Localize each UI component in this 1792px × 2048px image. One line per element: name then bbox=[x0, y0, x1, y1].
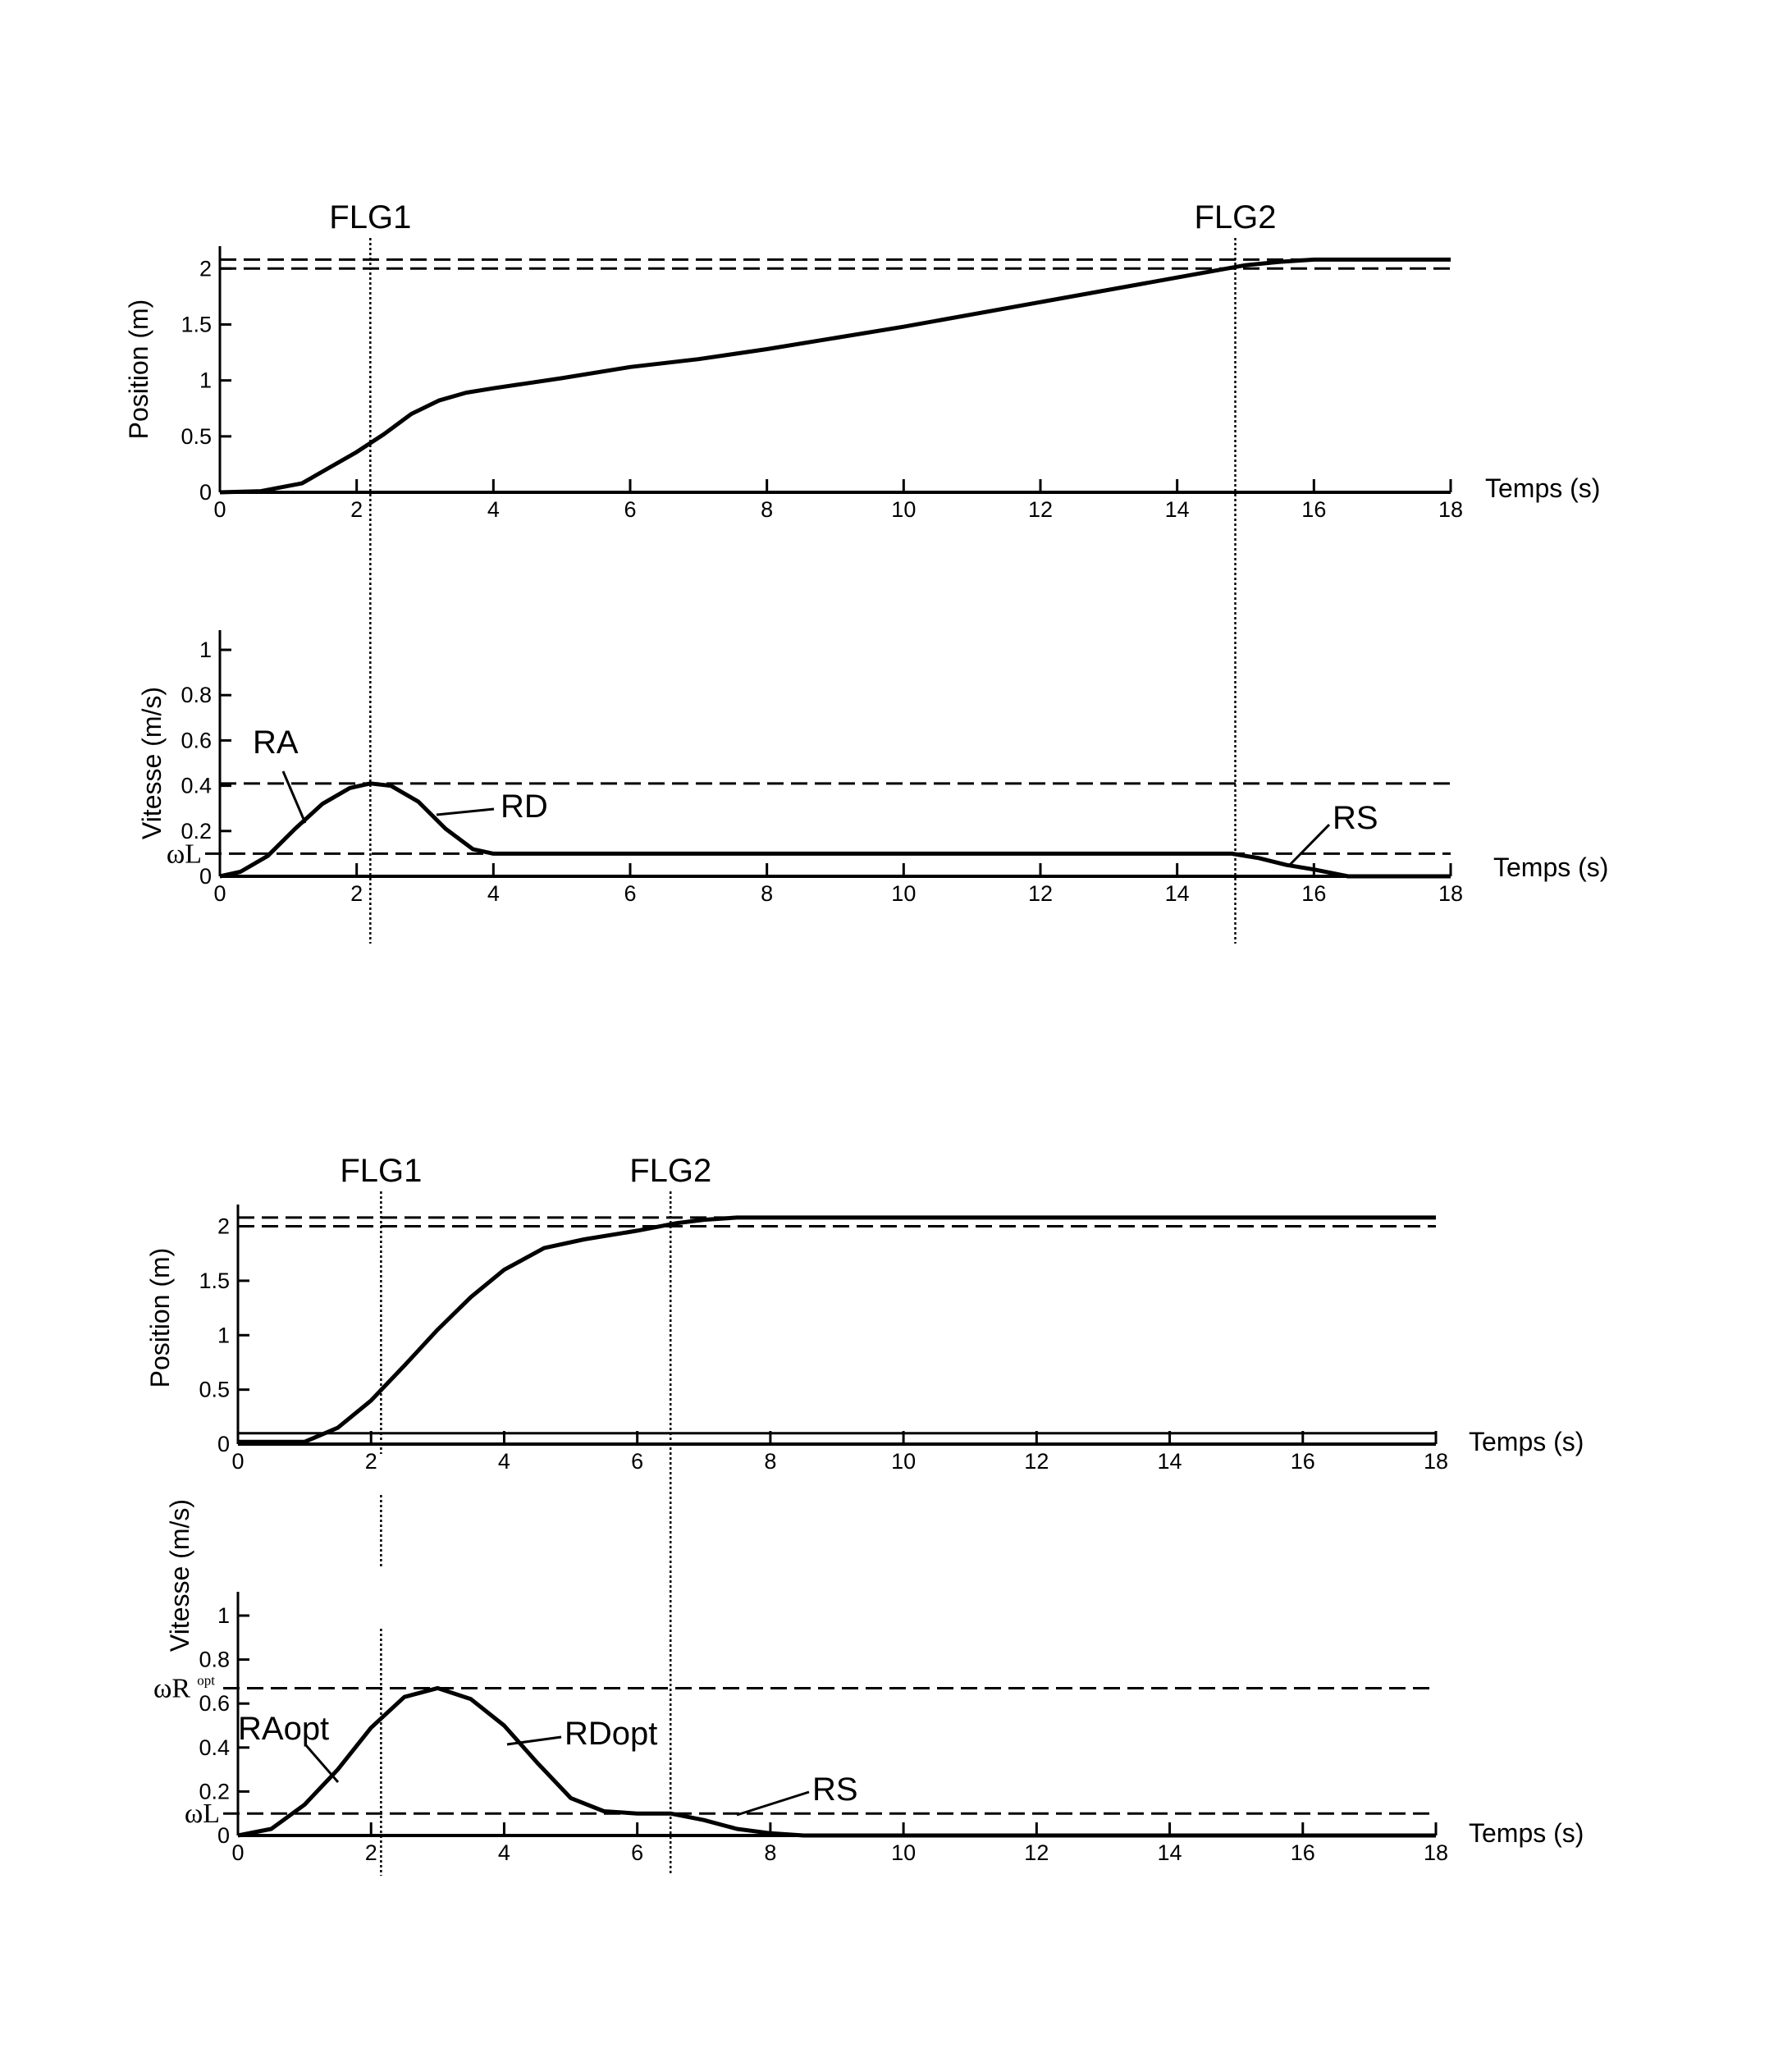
x-axis-title: Temps (s) bbox=[1469, 1427, 1584, 1456]
y-tick-label: 1.5 bbox=[199, 1269, 230, 1293]
x-tick-label: 18 bbox=[1424, 1449, 1448, 1474]
y-tick-label: 0 bbox=[199, 480, 212, 505]
x-tick-label: 14 bbox=[1165, 881, 1190, 906]
x-tick-label: 8 bbox=[764, 1449, 776, 1474]
y-tick-label: 0.2 bbox=[199, 1779, 230, 1803]
flag-marker-label: FLG2 bbox=[1194, 199, 1276, 235]
x-tick-label: 4 bbox=[498, 1840, 510, 1865]
chart-panel-top-speed: 0 2 4 6 8 10 12 14 16 18 0 0.2 0.4 0.6 0.8 1 Temps (s) Vi… bbox=[137, 630, 1608, 906]
y-tick-label: 0.4 bbox=[181, 774, 212, 798]
y-tick-label: 0 bbox=[217, 1823, 230, 1848]
curve-annotation: RAopt bbox=[238, 1711, 329, 1747]
y-tick-label: 0.8 bbox=[199, 1648, 230, 1672]
x-tick-label: 16 bbox=[1301, 881, 1326, 906]
x-tick-label: 14 bbox=[1165, 497, 1190, 522]
annotation-leader-line bbox=[281, 770, 307, 824]
y-tick-label: 2 bbox=[217, 1214, 230, 1239]
x-tick-label: 6 bbox=[631, 1840, 643, 1865]
x-axis-title: Temps (s) bbox=[1485, 473, 1600, 503]
x-tick-label: 10 bbox=[891, 497, 916, 522]
flag-marker-label: FLG1 bbox=[340, 1153, 422, 1189]
x-tick-label: 18 bbox=[1438, 881, 1463, 906]
annotation-leader-line bbox=[436, 807, 495, 816]
y-tick-label: 0.4 bbox=[199, 1735, 230, 1760]
x-tick-label: 2 bbox=[365, 1840, 377, 1865]
x-tick-label: 4 bbox=[498, 1449, 510, 1474]
x-tick-label: 10 bbox=[891, 1449, 916, 1474]
y-tick-label: 2 bbox=[199, 256, 212, 281]
x-tick-label: 2 bbox=[350, 881, 363, 906]
curve-annotation: RS bbox=[1333, 800, 1378, 836]
y-axis-title: Vitesse (m/s) bbox=[165, 1499, 194, 1652]
y-tick-label: 0.5 bbox=[199, 1378, 230, 1402]
reference-line-label: ωL bbox=[167, 839, 202, 869]
x-tick-label: 14 bbox=[1158, 1840, 1182, 1865]
y-axis-title: Position (m) bbox=[145, 1248, 175, 1388]
x-tick-label: 0 bbox=[231, 1449, 244, 1474]
x-axis-title: Temps (s) bbox=[1493, 853, 1608, 882]
chart-panel-bottom-speed: 0 2 4 6 8 10 12 14 16 18 0 0.2 0.4 0.6 0.8 1 Temps (s) Vi… bbox=[153, 1499, 1584, 1865]
x-tick-label: 16 bbox=[1291, 1840, 1315, 1865]
y-axis-title: Position (m) bbox=[124, 299, 153, 440]
x-tick-label: 4 bbox=[487, 881, 500, 906]
y-tick-label: 0.2 bbox=[181, 819, 212, 843]
chart-panel-bottom-position: 0 2 4 6 8 10 12 14 16 18 0 0.5 1 1.5 2 Temps (s) Positio… bbox=[145, 1205, 1584, 1474]
y-tick-label: 0.5 bbox=[181, 424, 212, 449]
y-tick-label: 1 bbox=[217, 1323, 230, 1347]
annotation-leader-line bbox=[1287, 823, 1331, 868]
reference-line-label: ωR bbox=[153, 1673, 190, 1703]
series-line bbox=[219, 781, 1451, 879]
y-tick-label: 1 bbox=[199, 368, 212, 393]
x-tick-label: 10 bbox=[891, 1840, 916, 1865]
y-tick-label: 1.5 bbox=[181, 312, 212, 336]
y-tick-label: 0.6 bbox=[199, 1691, 230, 1716]
reference-line-label: ωL bbox=[185, 1799, 220, 1829]
flag-marker-label: FLG2 bbox=[629, 1153, 711, 1189]
x-tick-label: 0 bbox=[213, 881, 226, 906]
x-tick-label: 8 bbox=[761, 497, 773, 522]
x-tick-label: 18 bbox=[1438, 497, 1463, 522]
y-tick-label: 0 bbox=[217, 1432, 230, 1456]
y-tick-label: 0.6 bbox=[181, 728, 212, 752]
y-axis-title: Vitesse (m/s) bbox=[137, 687, 167, 839]
x-tick-label: 6 bbox=[624, 881, 636, 906]
y-tick-label: 0.8 bbox=[181, 683, 212, 707]
x-tick-label: 12 bbox=[1028, 497, 1053, 522]
x-axis-title: Temps (s) bbox=[1469, 1818, 1584, 1848]
x-tick-label: 0 bbox=[213, 497, 226, 522]
x-tick-label: 12 bbox=[1028, 881, 1053, 906]
curve-annotation: RD bbox=[501, 789, 548, 825]
x-tick-label: 16 bbox=[1301, 497, 1326, 522]
x-tick-label: 0 bbox=[231, 1840, 244, 1865]
y-tick-label: 0 bbox=[199, 864, 212, 889]
x-tick-label: 10 bbox=[891, 881, 916, 906]
x-tick-label: 14 bbox=[1158, 1449, 1182, 1474]
y-tick-label: 1 bbox=[217, 1603, 230, 1628]
x-tick-label: 12 bbox=[1024, 1840, 1049, 1865]
x-tick-label: 4 bbox=[487, 497, 500, 522]
annotation-leader-line bbox=[304, 1744, 340, 1783]
reference-line-label-superscript: opt bbox=[197, 1672, 215, 1688]
curve-annotation: RDopt bbox=[565, 1716, 657, 1752]
curve-annotation: RA bbox=[253, 725, 299, 761]
series-line bbox=[237, 1685, 1436, 1838]
x-tick-label: 6 bbox=[624, 497, 636, 522]
y-tick-label: 1 bbox=[199, 638, 212, 662]
x-tick-label: 12 bbox=[1024, 1449, 1049, 1474]
annotation-leader-line bbox=[736, 1790, 810, 1817]
series-line bbox=[238, 1215, 1436, 1444]
annotation-leader-line bbox=[506, 1735, 562, 1746]
x-tick-label: 18 bbox=[1424, 1840, 1448, 1865]
x-tick-label: 2 bbox=[350, 497, 363, 522]
curve-annotation: RS bbox=[812, 1771, 858, 1808]
x-tick-label: 8 bbox=[764, 1840, 776, 1865]
x-tick-label: 2 bbox=[365, 1449, 377, 1474]
series-line bbox=[219, 257, 1451, 495]
x-tick-label: 6 bbox=[631, 1449, 643, 1474]
x-tick-label: 16 bbox=[1291, 1449, 1315, 1474]
flag-marker-label: FLG1 bbox=[329, 199, 411, 235]
x-tick-label: 8 bbox=[761, 881, 773, 906]
chart-panel-top-position: 0 2 4 6 8 10 12 14 16 18 0 0.5 1 1.5 2 Temps (s) Positio… bbox=[124, 246, 1600, 522]
